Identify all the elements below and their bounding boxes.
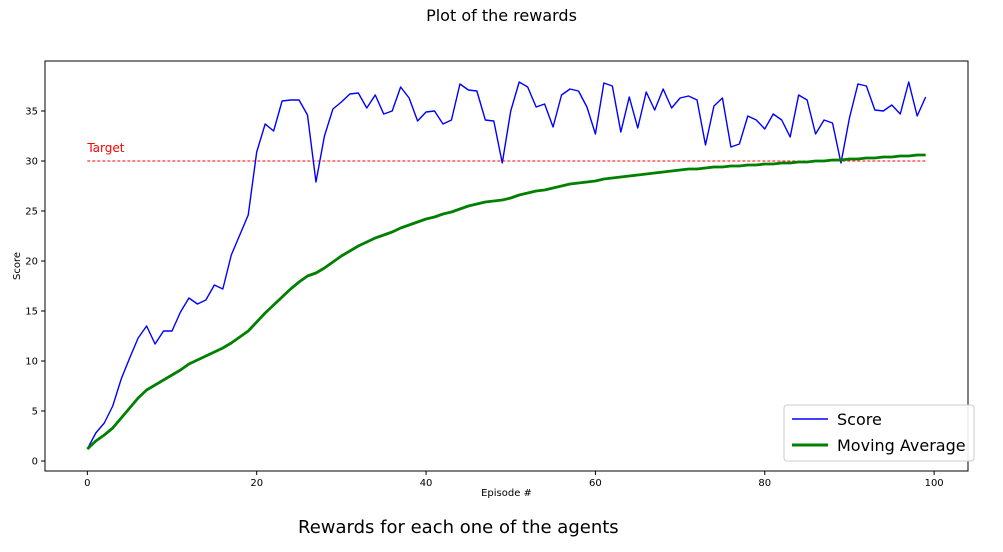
- x-tick-label: 40: [420, 478, 433, 489]
- legend: Score Moving Average: [783, 404, 975, 462]
- target-line-group: Target: [86, 141, 926, 162]
- plot-frame: [44, 60, 969, 472]
- target-label: Target: [86, 141, 124, 155]
- moving-average-line: [86, 153, 926, 451]
- y-axis-label: Score: [12, 252, 23, 280]
- y-tick-label: 25: [25, 207, 38, 218]
- y-tick-label: 35: [25, 107, 38, 118]
- legend-score-label: Score: [837, 410, 882, 429]
- y-tick-label: 10: [25, 357, 38, 368]
- chart-caption: Rewards for each one of the agents: [298, 517, 619, 538]
- y-tick-label: 5: [32, 407, 38, 418]
- legend-moving-average-label: Moving Average: [837, 436, 966, 455]
- x-axis-label: Episode #: [481, 488, 532, 499]
- y-axis-ticks: 0 5 10 15 20 25 30 35: [25, 107, 45, 468]
- x-axis-ticks: 0 20 40 60 80 100: [84, 471, 944, 489]
- y-tick-label: 20: [25, 257, 38, 268]
- score-line: [86, 81, 927, 450]
- x-tick-label: 60: [589, 478, 602, 489]
- y-tick-label: 30: [25, 157, 38, 168]
- legend-box: [783, 404, 975, 462]
- x-tick-label: 100: [925, 478, 944, 489]
- chart-title: Plot of the rewards: [426, 6, 577, 25]
- x-tick-label: 20: [250, 478, 263, 489]
- y-tick-label: 15: [25, 307, 38, 318]
- x-tick-label: 80: [758, 478, 771, 489]
- x-tick-label: 0: [84, 478, 90, 489]
- y-tick-label: 0: [32, 457, 38, 468]
- series-group: [86, 81, 927, 451]
